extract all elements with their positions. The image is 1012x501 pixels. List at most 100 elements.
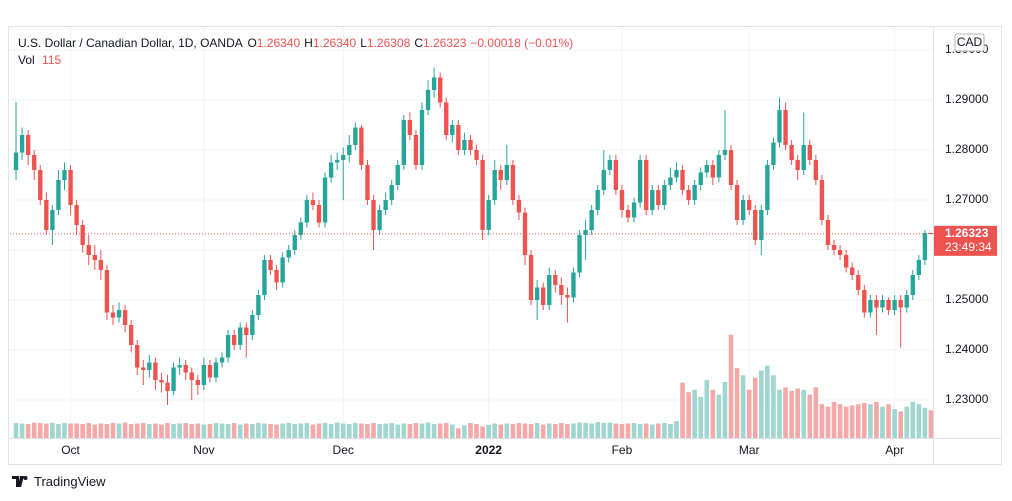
candle-body xyxy=(765,165,770,210)
volume-bar xyxy=(74,423,79,438)
volume-bar xyxy=(395,424,401,438)
candle-body xyxy=(389,185,394,200)
candle-body xyxy=(862,290,867,313)
candle-body xyxy=(328,162,334,178)
candle-body xyxy=(25,135,31,155)
candle-body xyxy=(56,180,61,210)
volume-bar xyxy=(310,424,316,438)
volume-bar xyxy=(910,401,916,438)
volume-bar xyxy=(62,423,67,438)
candle-body xyxy=(668,177,673,185)
candle-body xyxy=(498,170,503,180)
close-key: C xyxy=(414,36,423,50)
volume-bar xyxy=(819,404,825,438)
candle-body xyxy=(856,275,861,290)
volume-bar xyxy=(37,423,43,438)
volume-bar xyxy=(546,423,552,438)
candle-body xyxy=(38,170,43,200)
volume-bar xyxy=(122,422,128,438)
candle-body xyxy=(843,255,849,268)
x-tick-label: Apr xyxy=(885,443,904,457)
volume-key: Vol xyxy=(18,53,35,67)
volume-bar xyxy=(710,389,716,438)
volume-bar xyxy=(783,387,788,438)
currency[interactable]: CAD xyxy=(957,35,983,49)
low-key: L xyxy=(360,36,367,50)
volume-legend: Vol 115 xyxy=(18,52,577,69)
symbol: U.S. Dollar / Canadian Dollar, 1D, OANDA xyxy=(18,36,243,50)
volume-bar xyxy=(371,423,376,438)
volume-bar xyxy=(837,404,843,438)
candle-body xyxy=(516,200,522,213)
volume-bar xyxy=(353,423,358,438)
volume-bar xyxy=(868,404,873,438)
candle-body xyxy=(359,127,364,165)
volume-bar xyxy=(589,423,594,438)
candle-body xyxy=(480,160,485,230)
candle-body xyxy=(789,145,794,160)
volume-bar xyxy=(56,424,61,438)
candle-body xyxy=(631,202,637,218)
volume-bar xyxy=(601,423,607,438)
candle-body xyxy=(153,362,158,380)
volume-bar xyxy=(698,397,704,438)
candle-body xyxy=(298,222,303,235)
volume-bar xyxy=(777,389,782,438)
candle-body xyxy=(777,110,782,143)
candle-body xyxy=(274,270,279,283)
candle-body xyxy=(850,267,855,275)
volume-bar xyxy=(795,388,800,438)
candle-layer xyxy=(10,67,934,405)
candle-body xyxy=(474,150,479,160)
candle-body xyxy=(231,335,237,345)
volume-bar xyxy=(389,423,395,438)
candle-body xyxy=(110,312,116,318)
volume-bar xyxy=(201,424,207,438)
volume-bar xyxy=(540,424,546,438)
volume-bar xyxy=(207,424,213,438)
volume-bar xyxy=(456,428,461,438)
volume-bar xyxy=(643,423,649,438)
currency-box[interactable] xyxy=(954,33,985,52)
candle-body xyxy=(165,382,170,391)
volume-bar xyxy=(874,401,879,438)
candle-body xyxy=(650,190,655,210)
candle-body xyxy=(674,170,679,178)
y-tick-label: 1.25000 xyxy=(945,292,989,306)
volume-bar xyxy=(98,423,104,438)
candle-body xyxy=(128,325,134,345)
candle-body xyxy=(32,155,37,170)
y-tick-label: 1.28000 xyxy=(945,142,989,156)
volume-bar xyxy=(862,403,867,438)
candle-body xyxy=(177,365,182,368)
volume-bar xyxy=(565,424,570,438)
volume-bar xyxy=(128,424,134,438)
candle-body xyxy=(135,345,140,368)
volume-bar xyxy=(534,423,540,438)
candle-body xyxy=(680,170,685,190)
volume-value: 115 xyxy=(42,53,62,67)
candle-body xyxy=(510,165,516,200)
volume-bar xyxy=(19,423,25,438)
grid xyxy=(10,28,933,438)
candle-body xyxy=(771,142,776,165)
candle-body xyxy=(686,190,691,200)
last-price-tag xyxy=(934,225,997,256)
volume-bar xyxy=(807,394,813,438)
candle-body xyxy=(450,125,455,135)
volume-bar xyxy=(225,424,231,438)
volume-bar xyxy=(801,389,807,438)
footer[interactable]: TradingView xyxy=(12,474,106,489)
candle-body xyxy=(613,160,619,190)
candle-body xyxy=(159,380,164,383)
candle-body xyxy=(62,170,67,180)
brand-logo xyxy=(12,476,28,487)
volume-bar xyxy=(759,370,764,438)
candle-body xyxy=(486,200,491,230)
volume-bar xyxy=(431,424,437,438)
candle-body xyxy=(141,367,146,370)
candle-body xyxy=(583,230,588,235)
volume-bar xyxy=(116,423,122,438)
volume-bar xyxy=(340,423,346,438)
volume-bar xyxy=(510,424,516,438)
